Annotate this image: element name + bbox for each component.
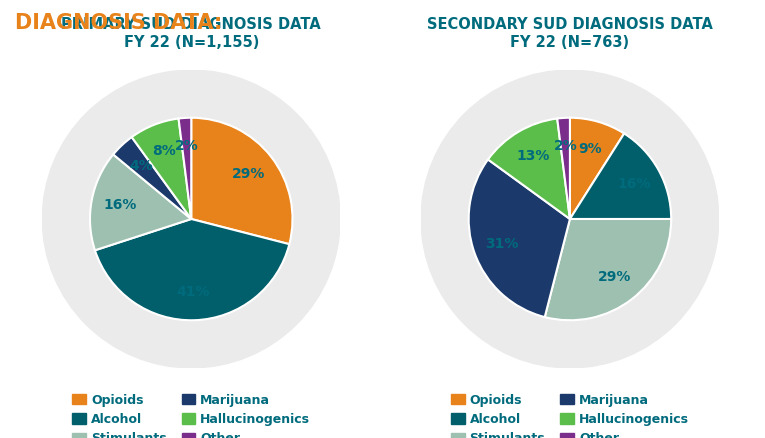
Wedge shape (570, 118, 624, 219)
Text: 2%: 2% (174, 139, 199, 153)
Text: 9%: 9% (578, 142, 602, 156)
Text: 2%: 2% (553, 139, 578, 153)
Text: DIAGNOSIS DATA:: DIAGNOSIS DATA: (15, 13, 223, 33)
Title: PRIMARY SUD DIAGNOSIS DATA
FY 22 (N=1,155): PRIMARY SUD DIAGNOSIS DATA FY 22 (N=1,15… (61, 18, 321, 50)
Wedge shape (570, 134, 671, 219)
Ellipse shape (421, 70, 719, 368)
Wedge shape (545, 219, 671, 320)
Wedge shape (178, 118, 191, 219)
Wedge shape (95, 219, 289, 320)
Title: SECONDARY SUD DIAGNOSIS DATA
FY 22 (N=763): SECONDARY SUD DIAGNOSIS DATA FY 22 (N=76… (427, 18, 713, 50)
Ellipse shape (42, 70, 340, 368)
Wedge shape (488, 119, 570, 219)
Wedge shape (132, 119, 191, 219)
Wedge shape (469, 159, 570, 317)
Wedge shape (191, 118, 292, 244)
Wedge shape (90, 155, 191, 250)
Wedge shape (113, 137, 191, 219)
Text: 16%: 16% (617, 177, 650, 191)
Legend: Opioids, Alcohol, Stimulants, Marijuana, Hallucinogenics, Other: Opioids, Alcohol, Stimulants, Marijuana,… (72, 394, 311, 438)
Text: 41%: 41% (177, 285, 210, 299)
Text: 29%: 29% (598, 270, 631, 284)
Legend: Opioids, Alcohol, Stimulants, Marijuana, Hallucinogenics, Other: Opioids, Alcohol, Stimulants, Marijuana,… (451, 394, 689, 438)
Text: 4%: 4% (129, 159, 153, 173)
Wedge shape (557, 118, 570, 219)
Text: 13%: 13% (516, 149, 549, 163)
Text: 31%: 31% (485, 237, 518, 251)
Text: 16%: 16% (103, 198, 136, 212)
Text: 29%: 29% (232, 167, 265, 181)
Text: 8%: 8% (152, 144, 176, 158)
